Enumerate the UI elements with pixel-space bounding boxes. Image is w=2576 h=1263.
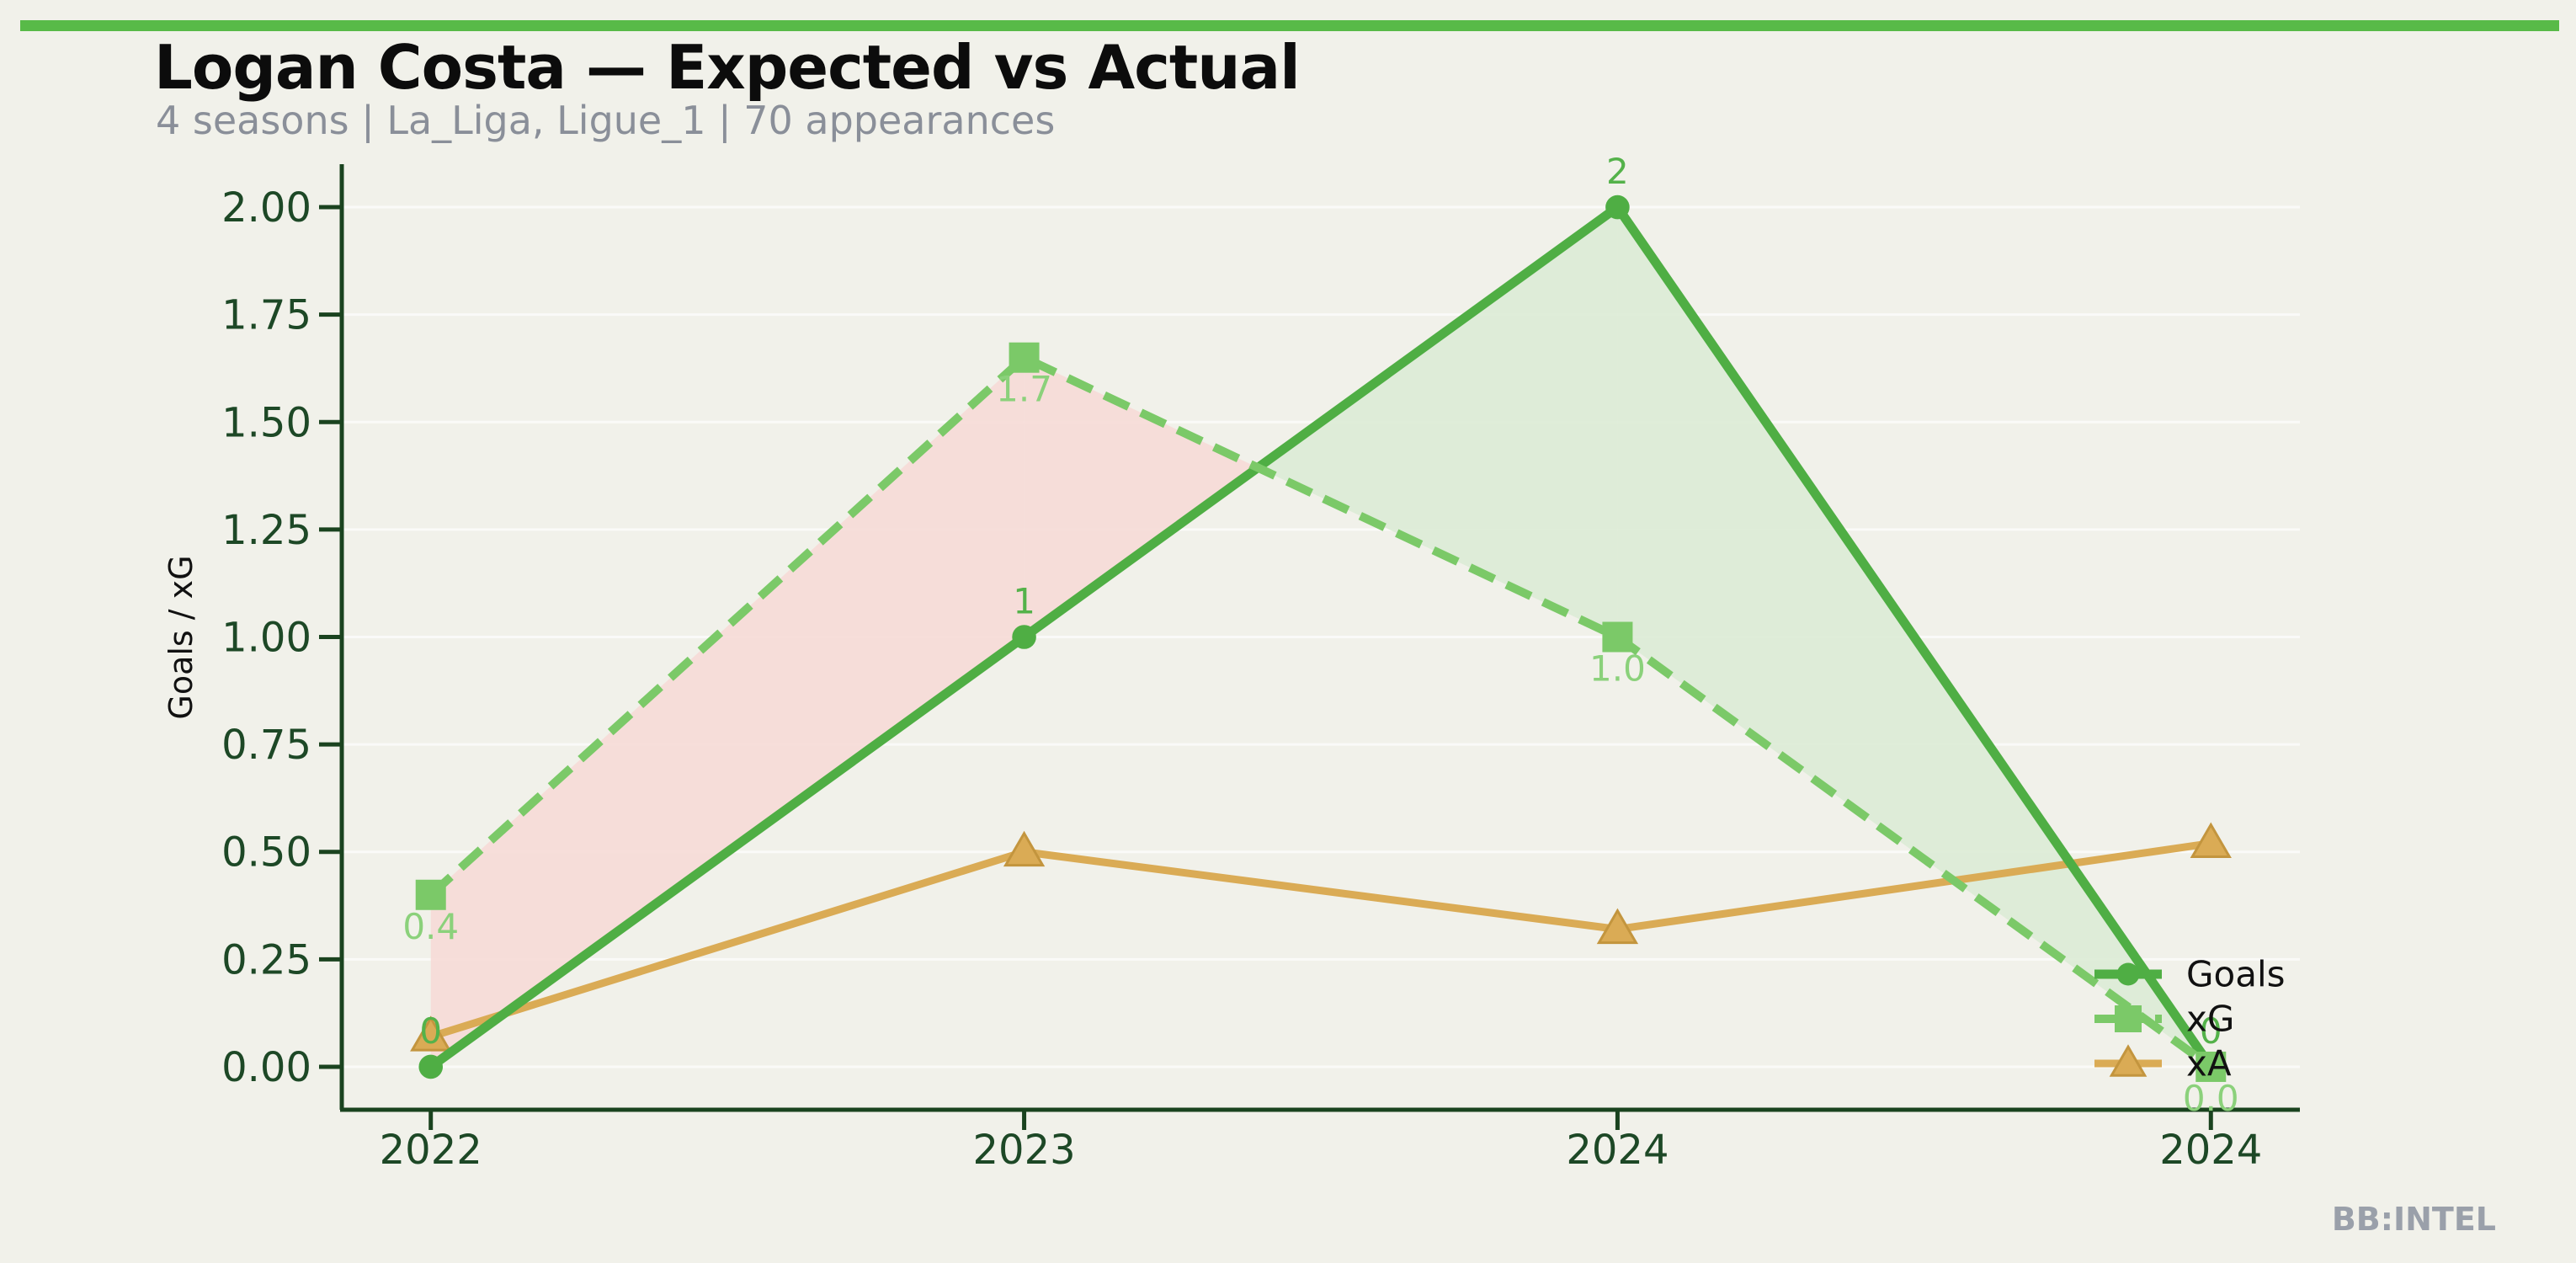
marker-xg-2: [1602, 621, 1633, 653]
marker-xg-3: [2195, 1051, 2227, 1082]
marker-goals-2: [1605, 195, 1630, 220]
marker-xg-0: [415, 879, 446, 910]
y-tick-label: 0.25: [221, 936, 311, 983]
y-tick-label: 0.50: [221, 829, 311, 877]
point-label-goals-3: 0: [2200, 1010, 2222, 1052]
series-line-xa: [429, 839, 2211, 1041]
y-tick-label: 0.00: [221, 1044, 311, 1091]
point-label-goals-0: 0: [419, 1010, 442, 1052]
y-tick-label: 0.75: [221, 722, 311, 769]
accent-bar: [20, 20, 2559, 31]
series-line-xg: [428, 352, 2214, 1071]
x-tick-label: 2023: [972, 1127, 1075, 1174]
legend-marker-xg: [2115, 1005, 2142, 1032]
marker-xg-1: [1009, 342, 1040, 373]
y-tick-label: 1.25: [221, 507, 311, 554]
point-label-xg-3: 0.0: [2183, 1078, 2239, 1119]
point-label-xg-2: 1.0: [1589, 648, 1646, 690]
gridlines: [342, 205, 2300, 1068]
series-goals: 0 1 2 0: [418, 151, 2223, 1079]
fill-region-expected-above: [1024, 357, 1259, 637]
legend-item-xg: xG: [2094, 999, 2234, 1040]
legend-label-xa: xA: [2186, 1043, 2232, 1084]
marker-xa-0: [410, 1015, 452, 1052]
marker-xa-3: [2190, 822, 2232, 858]
page-title: Logan Costa — Expected vs Actual: [154, 32, 1301, 103]
legend-item-goals: Goals: [2094, 954, 2286, 995]
legend-item-xa: xA: [2094, 1043, 2232, 1084]
marker-goals-1: [1012, 625, 1036, 649]
marker-goals-0: [418, 1054, 444, 1079]
legend-label-goals: Goals: [2186, 954, 2286, 995]
legend-marker-xa: [2109, 1044, 2148, 1077]
series-xg: 0.4 1.7 1.0 0.0: [402, 342, 2239, 1119]
axes: 0.000.250.500.751.001.251.501.752.002022…: [221, 164, 2300, 1174]
page-subtitle: 4 seasons | La_Liga, Ligue_1 | 70 appear…: [156, 98, 1056, 143]
x-tick-label: 2024: [2159, 1127, 2262, 1174]
legend-marker-goals: [2116, 962, 2140, 986]
marker-xa-2: [1596, 908, 1639, 945]
point-label-goals-1: 1: [1013, 581, 1035, 622]
y-axis-label: Goals / xG: [162, 555, 200, 719]
series-xa: [410, 822, 2232, 1052]
y-tick-label: 2.00: [221, 184, 311, 232]
fill-region-expected-above: [430, 357, 1025, 1067]
fill-region-actual-above: [1258, 207, 1618, 637]
watermark: BB:INTEL: [2331, 1201, 2496, 1238]
marker-xa-1: [1003, 830, 1046, 867]
y-tick-label: 1.50: [221, 399, 311, 446]
y-tick-label: 1.75: [221, 292, 311, 339]
point-label-xg-1: 1.7: [996, 369, 1052, 410]
x-tick-label: 2024: [1566, 1127, 1669, 1174]
x-tick-label: 2022: [380, 1127, 482, 1174]
point-label-xg-0: 0.4: [402, 906, 459, 947]
legend-label-xg: xG: [2186, 999, 2234, 1040]
series-line-goals: [428, 200, 2215, 1071]
point-label-goals-2: 2: [1606, 151, 1629, 192]
y-tick-label: 1.00: [221, 615, 311, 662]
